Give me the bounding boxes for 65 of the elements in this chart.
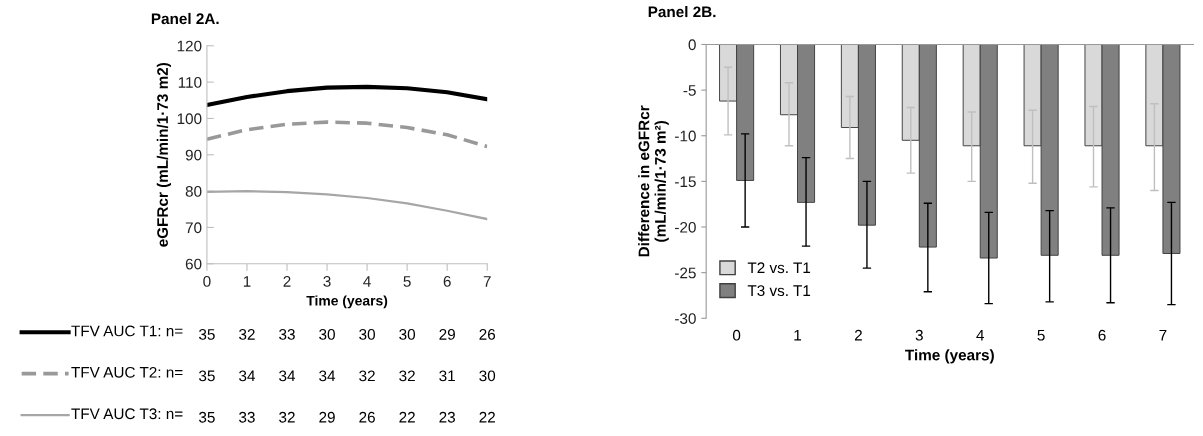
x-tick-label: 2 <box>283 275 291 287</box>
text: 30 <box>319 329 335 340</box>
x-tick-label: 3 <box>915 329 923 341</box>
y-axis-title: eGFRcr (mL/min/1·73 m2) <box>156 63 172 247</box>
x-axis-title: Time (years) <box>905 349 994 364</box>
x-tick-label: 5 <box>403 276 411 287</box>
y-tick-label: 60 <box>185 258 202 270</box>
text: 30 <box>399 329 416 340</box>
x-tick-label: 4 <box>363 276 371 287</box>
text: 35 <box>199 411 215 423</box>
text: 29 <box>439 329 455 340</box>
legend-label: TFV AUC T1: n= <box>71 325 183 337</box>
x-tick-label: 1 <box>243 276 251 287</box>
text: 32 <box>399 370 415 382</box>
text: 30 <box>479 370 496 382</box>
y-axis-title: Difference in eGFRcr (mL/min/1·73 m²) <box>638 105 669 257</box>
legend-label: T2 vs. T1 <box>747 262 811 274</box>
text: 32 <box>359 370 375 382</box>
legend-label: T3 vs. T1 <box>747 285 811 297</box>
text: 34 <box>319 370 336 382</box>
text: 34 <box>279 370 296 382</box>
y-tick-label: 80 <box>185 185 202 197</box>
x-axis-title: Time (years) <box>306 295 388 309</box>
y-tick-label: 70 <box>185 222 202 234</box>
x-tick-label: 4 <box>976 329 985 341</box>
x-tick-label: 3 <box>323 275 331 287</box>
text: 35 <box>199 370 215 382</box>
y-tick-label: -10 <box>675 130 696 142</box>
x-tick-label: 7 <box>1159 329 1167 341</box>
text: 32 <box>279 411 295 423</box>
text: 29 <box>319 411 335 423</box>
y-tick-label: 110 <box>178 76 202 88</box>
legend-label: TFV AUC T3: n= <box>71 408 183 420</box>
text: 35 <box>199 329 215 340</box>
text: 34 <box>239 370 256 382</box>
x-tick-label: 0 <box>203 275 211 287</box>
y-tick-label: -25 <box>675 267 696 279</box>
legend-label: TFV AUC T2: n= <box>71 366 183 378</box>
y-tick-label: 0 <box>688 39 696 51</box>
text: 30 <box>359 329 375 340</box>
text: 22 <box>399 411 415 423</box>
y-tick-label: 90 <box>185 149 202 161</box>
text: 31 <box>439 370 455 382</box>
y-tick-label: -5 <box>683 85 696 96</box>
x-tick-label: 2 <box>854 329 862 341</box>
x-tick-label: 0 <box>732 329 741 341</box>
text: 23 <box>439 411 455 423</box>
x-tick-label: 6 <box>443 275 451 287</box>
text: 32 <box>239 329 255 340</box>
x-tick-label: 7 <box>483 276 491 287</box>
text: 33 <box>279 329 295 340</box>
chart-title: Panel 2A. <box>151 12 219 25</box>
x-tick-label: 5 <box>1037 329 1045 341</box>
y-tick-label: -30 <box>675 313 696 324</box>
text: 33 <box>239 411 255 423</box>
y-tick-label: -20 <box>675 221 696 233</box>
text: 22 <box>479 411 495 423</box>
y-tick-label: 120 <box>177 40 202 52</box>
text: 26 <box>479 329 496 340</box>
chart-title: Panel 2B. <box>648 6 716 18</box>
y-tick-label: -15 <box>675 176 696 188</box>
text: 26 <box>359 411 375 423</box>
x-tick-label: 1 <box>794 329 802 341</box>
y-tick-label: 100 <box>177 113 202 125</box>
x-tick-label: 6 <box>1098 329 1106 341</box>
